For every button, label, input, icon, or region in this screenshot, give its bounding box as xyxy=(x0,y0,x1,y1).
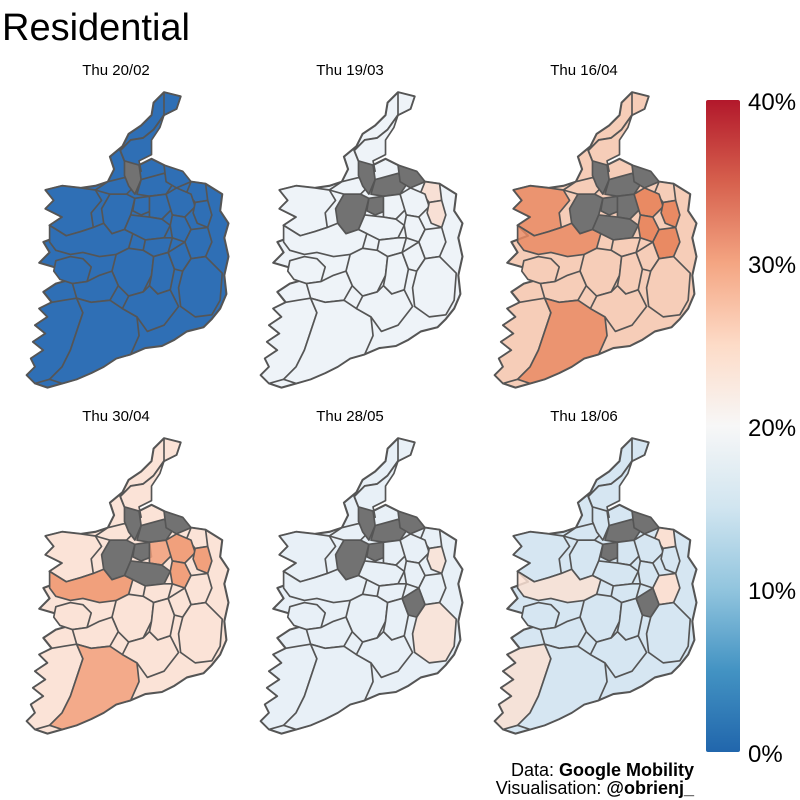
legend-tick-label: 40% xyxy=(748,89,797,116)
county-clare xyxy=(520,255,561,285)
county-monaghan xyxy=(163,164,192,189)
county-cork xyxy=(516,297,608,385)
county-monaghan xyxy=(631,510,660,535)
county-longford xyxy=(365,195,387,216)
county-leitrim xyxy=(591,160,610,195)
county-wexford xyxy=(177,255,224,318)
county-galway xyxy=(48,222,134,258)
county-longford xyxy=(599,541,621,562)
visualisation-author: @obrienj_ xyxy=(606,778,694,798)
county-waterford xyxy=(589,284,648,333)
ireland-county-map xyxy=(25,91,230,389)
panel-date-label: Thu 28/05 xyxy=(316,408,384,425)
county-waterford xyxy=(121,630,180,679)
county-longford xyxy=(365,541,387,562)
visualisation-caption: Visualisation: @obrienj_ xyxy=(496,778,694,798)
ireland-county-map xyxy=(493,437,698,735)
legend-tick-label: 30% xyxy=(748,252,797,279)
county-longford xyxy=(131,195,153,216)
county-longford xyxy=(131,541,153,562)
ireland-county-map xyxy=(25,437,230,735)
county-clare xyxy=(520,601,561,631)
county-westmeath xyxy=(616,539,642,566)
county-waterford xyxy=(355,284,414,333)
county-clare xyxy=(52,601,93,631)
map-panel-6: Thu 18/06 xyxy=(468,408,700,748)
county-galway xyxy=(516,568,602,604)
county-leitrim xyxy=(357,160,376,195)
legend-tick-label: 20% xyxy=(748,415,797,442)
county-longford xyxy=(599,195,621,216)
legend-tick-label: 0% xyxy=(748,741,783,768)
county-galway xyxy=(48,568,134,604)
panel-date-label: Thu 20/02 xyxy=(82,62,150,79)
county-leitrim xyxy=(591,506,610,541)
county-cork xyxy=(282,643,374,731)
panel-date-label: Thu 30/04 xyxy=(82,408,150,425)
county-leitrim xyxy=(357,506,376,541)
map-panel-5: Thu 28/05 xyxy=(234,408,466,748)
county-westmeath xyxy=(382,539,408,566)
legend-tick-label: 10% xyxy=(748,578,797,605)
county-galway xyxy=(282,568,368,604)
county-galway xyxy=(282,222,368,258)
map-panel-2: Thu 19/03 xyxy=(234,62,466,402)
county-leitrim xyxy=(123,506,142,541)
county-cork xyxy=(48,643,140,731)
panel-date-label: Thu 18/06 xyxy=(550,408,618,425)
county-waterford xyxy=(589,630,648,679)
color-scale-bar xyxy=(706,100,740,752)
county-waterford xyxy=(355,630,414,679)
visualisation-prefix: Visualisation: xyxy=(495,778,607,798)
chart-title: Residential xyxy=(2,7,190,49)
county-leitrim xyxy=(123,160,142,195)
data-source-prefix: Data: xyxy=(510,760,559,780)
ireland-county-map xyxy=(259,437,464,735)
map-panel-4: Thu 30/04 xyxy=(0,408,232,748)
county-wexford xyxy=(177,601,224,664)
county-clare xyxy=(52,255,93,285)
county-monaghan xyxy=(397,510,426,535)
county-westmeath xyxy=(382,193,408,220)
map-panel-1: Thu 20/02 xyxy=(0,62,232,402)
data-source-name: Google Mobility xyxy=(559,760,694,780)
county-wexford xyxy=(411,601,458,664)
county-westmeath xyxy=(616,193,642,220)
county-westmeath xyxy=(148,193,174,220)
ireland-county-map xyxy=(493,91,698,389)
county-clare xyxy=(286,255,327,285)
county-monaghan xyxy=(397,164,426,189)
county-wexford xyxy=(645,601,692,664)
map-panel-3: Thu 16/04 xyxy=(468,62,700,402)
county-cork xyxy=(282,297,374,385)
panel-date-label: Thu 16/04 xyxy=(550,62,618,79)
county-monaghan xyxy=(163,510,192,535)
ireland-county-map xyxy=(259,91,464,389)
county-galway xyxy=(516,222,602,258)
panel-date-label: Thu 19/03 xyxy=(316,62,384,79)
county-clare xyxy=(286,601,327,631)
county-wexford xyxy=(645,255,692,318)
county-westmeath xyxy=(148,539,174,566)
county-cork xyxy=(516,643,608,731)
county-monaghan xyxy=(631,164,660,189)
county-cork xyxy=(48,297,140,385)
county-wexford xyxy=(411,255,458,318)
county-waterford xyxy=(121,284,180,333)
data-source-caption: Data: Google Mobility xyxy=(511,760,694,780)
